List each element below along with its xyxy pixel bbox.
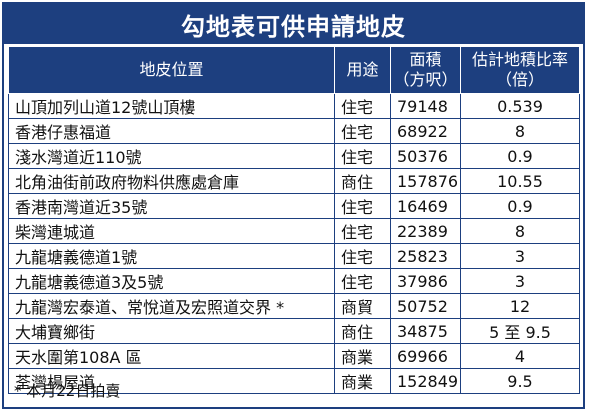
ratio-cell: 8 (460, 218, 580, 244)
use-cell: 住宅 (334, 143, 391, 169)
ratio-cell: 4 (460, 343, 580, 369)
ratio-cell: 12 (460, 293, 580, 319)
location-cell: 香港南灣道近35號 (8, 193, 335, 219)
header-ratio: 估計地積比率 （倍） (460, 46, 580, 94)
location-cell: 荃灣楊屋道 (8, 368, 335, 394)
ratio-cell: 0.539 (460, 93, 580, 119)
header-use: 用途 (334, 46, 391, 94)
area-cell: 68922 (390, 118, 461, 144)
area-cell: 50376 (390, 143, 461, 169)
location-cell: 九龍塘義德道3及5號 (8, 268, 335, 294)
use-cell: 住宅 (334, 268, 391, 294)
location-cell: 大埔寶鄉街 (8, 318, 335, 344)
table-row: 北角油街前政府物料供應處倉庫 商住 157876 10.55 (8, 168, 580, 194)
use-cell: 住宅 (334, 193, 391, 219)
area-cell: 25823 (390, 243, 461, 269)
footnote: * 本月22日拍賣 (14, 382, 121, 400)
ratio-cell: 10.55 (460, 168, 580, 194)
use-cell: 商住 (334, 318, 391, 344)
header-area-line2: （方呎） (393, 70, 458, 89)
area-cell: 22389 (390, 218, 461, 244)
use-cell: 住宅 (334, 218, 391, 244)
land-table: 地皮位置 用途 面積 （方呎） 估計地積比率 （倍） 山頂加列山道12號山頂樓 … (8, 46, 580, 394)
table-row: 九龍灣宏泰道、常悅道及宏照道交界 * 商貿 50752 12 (8, 293, 580, 319)
use-cell: 住宅 (334, 243, 391, 269)
table-row: 柴灣連城道 住宅 22389 8 (8, 218, 580, 244)
area-cell: 34875 (390, 318, 461, 344)
area-cell: 50752 (390, 293, 461, 319)
location-cell: 九龍塘義德道1號 (8, 243, 335, 269)
ratio-cell: 9.5 (460, 368, 580, 394)
land-table-panel: 勾地表可供申請地皮 地皮位置 用途 面積 （方呎） 估計地積比率 （倍） (2, 2, 585, 409)
table-title: 勾地表可供申請地皮 (4, 4, 583, 44)
header-ratio-line2: （倍） (495, 70, 544, 89)
table-row: 淺水灣道近110號 住宅 50376 0.9 (8, 143, 580, 169)
ratio-cell: 3 (460, 268, 580, 294)
table-row: 大埔寶鄉街 商住 34875 5 至 9.5 (8, 318, 580, 344)
ratio-cell: 8 (460, 118, 580, 144)
header-location: 地皮位置 (8, 46, 335, 94)
area-cell: 16469 (390, 193, 461, 219)
location-cell: 九龍灣宏泰道、常悅道及宏照道交界 * (8, 293, 335, 319)
location-cell: 北角油街前政府物料供應處倉庫 (8, 168, 335, 194)
header-area: 面積 （方呎） (390, 46, 461, 94)
table-row: 荃灣楊屋道 商業 152849 9.5 (8, 368, 580, 394)
use-cell: 商業 (334, 343, 391, 369)
location-cell: 香港仔惠福道 (8, 118, 335, 144)
ratio-cell: 5 至 9.5 (460, 318, 580, 344)
use-cell: 住宅 (334, 118, 391, 144)
area-cell: 37986 (390, 268, 461, 294)
table-row: 香港仔惠福道 住宅 68922 8 (8, 118, 580, 144)
ratio-cell: 3 (460, 243, 580, 269)
use-cell: 商業 (334, 368, 391, 394)
area-cell: 157876 (390, 168, 461, 194)
table-row: 九龍塘義德道1號 住宅 25823 3 (8, 243, 580, 269)
location-cell: 柴灣連城道 (8, 218, 335, 244)
use-cell: 商住 (334, 168, 391, 194)
table-row: 天水圍第108A 區 商業 69966 4 (8, 343, 580, 369)
table-row: 山頂加列山道12號山頂樓 住宅 79148 0.539 (8, 93, 580, 119)
use-cell: 住宅 (334, 93, 391, 119)
location-cell: 山頂加列山道12號山頂樓 (8, 93, 335, 119)
location-cell: 天水圍第108A 區 (8, 343, 335, 369)
ratio-cell: 0.9 (460, 193, 580, 219)
use-cell: 商貿 (334, 293, 391, 319)
area-cell: 69966 (390, 343, 461, 369)
header-ratio-line1: 估計地積比率 (471, 50, 568, 69)
table-row: 香港南灣道近35號 住宅 16469 0.9 (8, 193, 580, 219)
table-row: 九龍塘義德道3及5號 住宅 37986 3 (8, 268, 580, 294)
location-cell: 淺水灣道近110號 (8, 143, 335, 169)
header-area-line1: 面積 (409, 50, 442, 69)
ratio-cell: 0.9 (460, 143, 580, 169)
header-row: 地皮位置 用途 面積 （方呎） 估計地積比率 （倍） (8, 46, 580, 94)
area-cell: 152849 (390, 368, 461, 394)
area-cell: 79148 (390, 93, 461, 119)
